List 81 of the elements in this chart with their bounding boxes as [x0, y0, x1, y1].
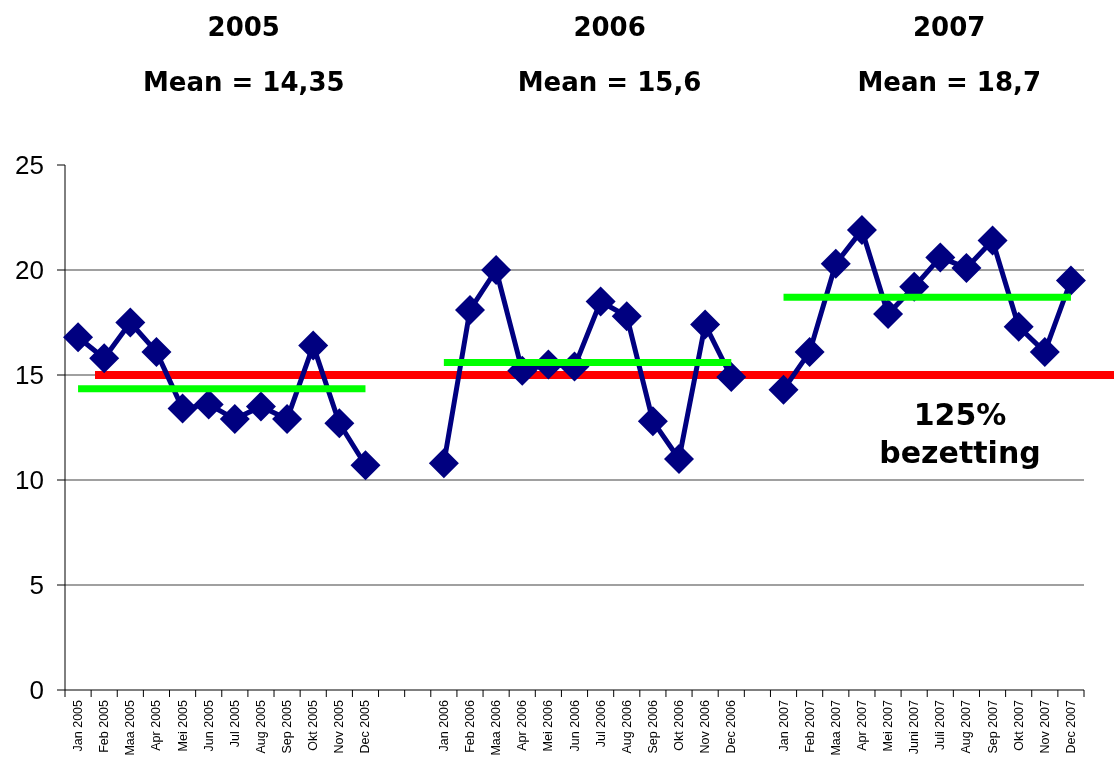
x-tick-label: Sep 2007 [985, 699, 1000, 754]
point [1029, 336, 1060, 367]
x-tick-label: Apr 2006 [515, 699, 530, 751]
ref-line-label: 125% bezetting [879, 397, 1041, 470]
x-tick-label: Jul 2005 [227, 699, 242, 748]
x-tick-label: Jul 2006 [593, 699, 608, 748]
point [89, 343, 120, 374]
x-tick-label: Jun 2005 [201, 699, 216, 752]
x-tick-label: Juni 2007 [907, 699, 922, 755]
point [716, 362, 747, 393]
x-tick-label: Maa 2007 [828, 699, 843, 756]
text: 2007 [913, 12, 986, 42]
point [951, 252, 982, 283]
point [1055, 265, 1086, 296]
text: 2005 [207, 12, 280, 42]
text: Mean = 14,35 [142, 67, 345, 97]
y-tick-label: 5 [29, 570, 44, 600]
x-tick-label: Okt 2005 [306, 699, 321, 751]
x-tick-label: Dec 2007 [1063, 699, 1078, 754]
x-tick-label: Aug 2006 [619, 699, 634, 754]
x-tick-label: Sep 2005 [280, 699, 295, 754]
x-tick-label: Okt 2006 [672, 699, 687, 751]
point [245, 391, 276, 422]
x-tick-label: Jan 2005 [71, 699, 86, 752]
text: Mean = 18,7 [857, 67, 1042, 97]
point [1003, 311, 1034, 342]
point [873, 299, 904, 330]
point [768, 374, 799, 405]
x-tick-label: Jan 2006 [436, 699, 451, 752]
point [794, 336, 825, 367]
x-tick-label: Aug 2007 [959, 699, 974, 754]
x-tick-label: Maa 2005 [123, 699, 138, 756]
point [925, 242, 956, 273]
point [585, 286, 616, 317]
point [298, 330, 329, 361]
x-tick-label: Mei 2007 [881, 699, 896, 752]
point [115, 307, 146, 338]
x-tick-label: Okt 2007 [1011, 699, 1026, 751]
y-tick-label: 20 [15, 255, 44, 285]
point [219, 404, 250, 435]
point [611, 301, 642, 332]
x-tick-label: Feb 2005 [97, 699, 112, 753]
x-tick-label: Dec 2005 [358, 699, 373, 754]
text: 2006 [573, 12, 646, 42]
point [637, 406, 668, 437]
x-tick-label: Feb 2006 [462, 699, 477, 753]
point [63, 322, 94, 353]
x-tick-label: Jan 2007 [776, 699, 791, 752]
point [272, 404, 303, 435]
point [324, 408, 355, 439]
x-tick-label: Nov 2005 [332, 699, 347, 754]
point [977, 225, 1008, 256]
text: Mean = 15,6 [517, 67, 702, 97]
x-tick-label: Apr 2005 [149, 699, 164, 751]
point [167, 393, 198, 424]
point [664, 444, 695, 474]
y-tick-label: 25 [15, 150, 44, 180]
x-tick-label: Nov 2006 [698, 699, 713, 754]
point [820, 248, 851, 279]
x-tick-label: Aug 2005 [253, 699, 268, 754]
point [141, 336, 172, 367]
x-tick-label: Maa 2006 [489, 699, 504, 756]
point [350, 450, 381, 481]
point [193, 389, 224, 420]
x-tick-label: Jun 2006 [567, 699, 582, 752]
point [690, 309, 721, 340]
x-tick-label: Mei 2005 [175, 699, 190, 752]
x-tick-label: Feb 2007 [802, 699, 817, 753]
x-tick-label: Sep 2006 [645, 699, 660, 754]
point [454, 294, 485, 325]
y-tick-label: 0 [29, 675, 44, 705]
point [481, 255, 512, 285]
x-tick-label: Apr 2007 [854, 699, 869, 751]
x-tick-label: Juli 2007 [933, 699, 948, 751]
x-tick-label: Nov 2007 [1037, 699, 1052, 754]
point [428, 448, 459, 479]
x-tick-label: Dec 2006 [724, 699, 739, 754]
y-tick-label: 10 [15, 465, 44, 495]
y-tick-label: 15 [15, 360, 44, 390]
point [846, 215, 877, 246]
x-tick-label: Mei 2006 [541, 699, 556, 752]
